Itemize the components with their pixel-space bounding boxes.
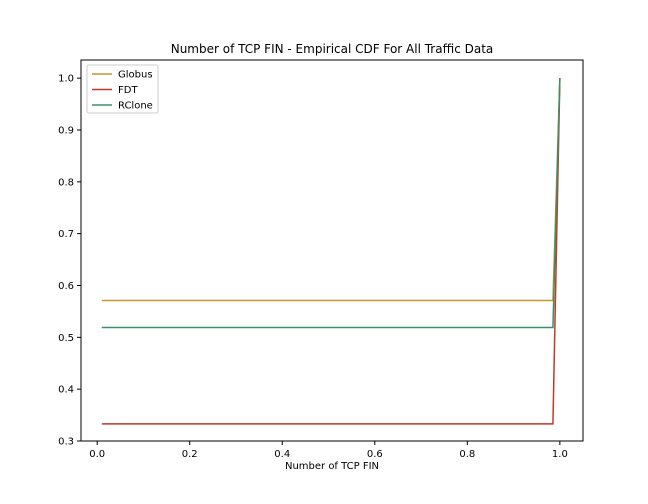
y-tick-label-7: 1.0 xyxy=(58,74,74,85)
series-line-fdt xyxy=(101,78,561,425)
y-axis: 0.3 0.4 0.5 0.6 0.7 0.8 0.9 1.0 xyxy=(58,74,81,448)
y-tick-label-0: 0.3 xyxy=(58,437,74,448)
series-line-globus xyxy=(101,78,561,302)
x-tick-label-3: 0.6 xyxy=(367,449,383,460)
y-tick-label-4: 0.7 xyxy=(58,229,74,240)
x-tick-label-2: 0.4 xyxy=(274,449,290,460)
y-tick-label-3: 0.6 xyxy=(58,281,74,292)
legend-box xyxy=(86,64,159,114)
y-tick-label-1: 0.4 xyxy=(58,385,74,396)
y-tick-label-5: 0.8 xyxy=(58,177,74,188)
series-layer xyxy=(101,78,561,425)
legend: Globus FDT RClone xyxy=(86,64,159,114)
legend-label-globus: Globus xyxy=(118,70,153,81)
x-tick-label-1: 0.2 xyxy=(182,449,198,460)
y-tick-label-6: 0.9 xyxy=(58,125,74,136)
x-tick-label-5: 1.0 xyxy=(552,449,568,460)
legend-label-fdt: FDT xyxy=(118,85,138,96)
x-axis-label: Number of TCP FIN xyxy=(285,461,379,472)
chart-title: Number of TCP FIN - Empirical CDF For Al… xyxy=(171,42,494,56)
x-tick-label-4: 0.8 xyxy=(459,449,475,460)
x-tick-label-0: 0.0 xyxy=(89,449,105,460)
legend-label-rclone: RClone xyxy=(118,101,153,112)
series-line-rclone xyxy=(101,78,561,329)
x-axis: 0.0 0.2 0.4 0.6 0.8 1.0 xyxy=(89,441,568,460)
y-tick-label-2: 0.5 xyxy=(58,333,74,344)
plot-area xyxy=(80,59,584,442)
